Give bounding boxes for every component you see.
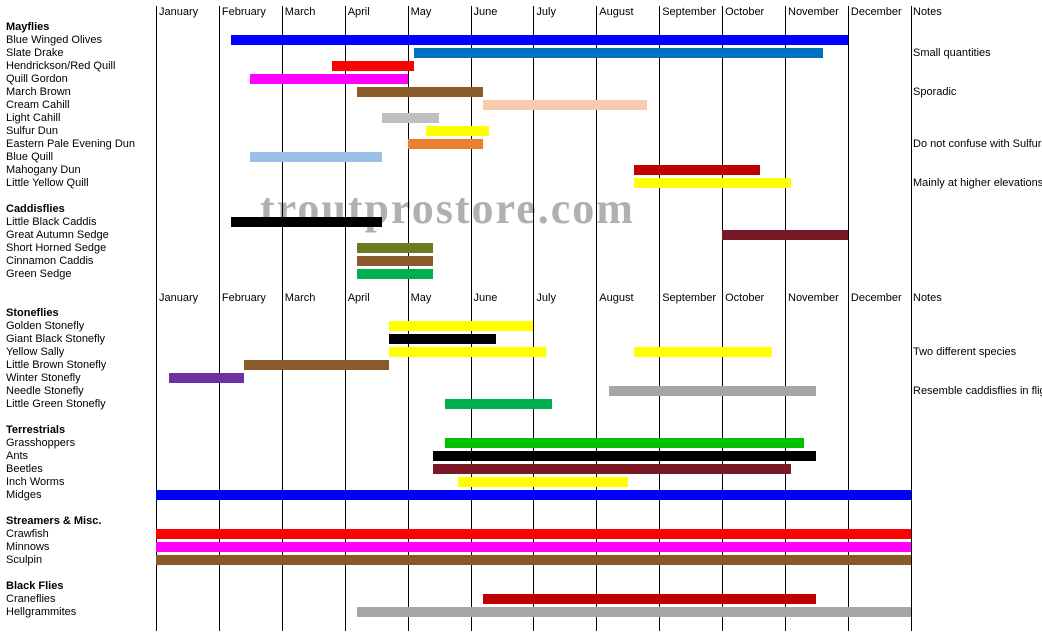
month-header: May	[411, 292, 474, 305]
species-label: Short Horned Sedge	[6, 242, 1036, 255]
hatch-bar	[634, 178, 791, 188]
hatch-bar	[634, 347, 772, 357]
hatch-bar	[433, 451, 817, 461]
month-header: January	[159, 6, 222, 19]
month-header: December	[851, 6, 914, 19]
hatch-bar	[332, 61, 414, 71]
species-note: Two different species	[913, 346, 1042, 359]
species-note: Do not confuse with Sulfurs	[913, 138, 1042, 151]
hatch-bar	[250, 152, 382, 162]
hatch-bar	[389, 321, 534, 331]
hatch-bar	[433, 464, 792, 474]
species-label: Giant Black Stonefly	[6, 333, 1036, 346]
species-label: Great Autumn Sedge	[6, 229, 1036, 242]
month-header: February	[222, 292, 285, 305]
section-header: Mayflies	[6, 21, 1036, 34]
hatch-bar	[250, 74, 407, 84]
month-header: June	[474, 6, 537, 19]
month-header: August	[599, 292, 662, 305]
hatch-bar	[231, 35, 847, 45]
species-label: Winter Stonefly	[6, 372, 1036, 385]
species-label: Hendrickson/Red Quill	[6, 60, 1036, 73]
month-header: May	[411, 6, 474, 19]
month-header: August	[599, 6, 662, 19]
month-header: September	[662, 292, 725, 305]
hatch-bar	[156, 555, 911, 565]
section-header: Terrestrials	[6, 424, 1036, 437]
species-label: Little Black Caddis	[6, 216, 1036, 229]
hatch-bar	[382, 113, 439, 123]
notes-header: Notes	[913, 6, 1042, 19]
month-header: September	[662, 6, 725, 19]
month-header: November	[788, 292, 851, 305]
species-note: Mainly at higher elevations	[913, 177, 1042, 190]
hatch-bar	[357, 243, 432, 253]
species-label: Mahogany Dun	[6, 164, 1036, 177]
hatch-bar	[408, 139, 483, 149]
month-header: February	[222, 6, 285, 19]
hatch-bar	[169, 373, 244, 383]
hatch-bar	[414, 48, 823, 58]
month-header: June	[474, 292, 537, 305]
species-label: Quill Gordon	[6, 73, 1036, 86]
section-header: Caddisflies	[6, 203, 1036, 216]
hatch-bar	[389, 347, 546, 357]
month-header: July	[536, 292, 599, 305]
hatch-bar	[722, 230, 848, 240]
month-header: November	[788, 6, 851, 19]
month-header: April	[348, 6, 411, 19]
hatch-bar	[445, 399, 552, 409]
hatch-bar	[458, 477, 628, 487]
hatch-bar	[357, 256, 432, 266]
hatch-bar	[156, 542, 911, 552]
species-label: Eastern Pale Evening Dun	[6, 138, 1036, 151]
hatch-bar	[445, 438, 804, 448]
section-header: Black Flies	[6, 580, 1036, 593]
month-header: April	[348, 292, 411, 305]
species-label: Cinnamon Caddis	[6, 255, 1036, 268]
section-header: Stoneflies	[6, 307, 1036, 320]
section-header: Streamers & Misc.	[6, 515, 1036, 528]
species-note: Resemble caddisflies in flight	[913, 385, 1042, 398]
month-header: January	[159, 292, 222, 305]
month-header: December	[851, 292, 914, 305]
species-label: Little Brown Stonefly	[6, 359, 1036, 372]
month-header: March	[285, 6, 348, 19]
month-header: October	[725, 292, 788, 305]
hatch-bar	[483, 594, 816, 604]
hatch-bar	[426, 126, 489, 136]
hatch-bar	[156, 490, 911, 500]
species-note: Small quantities	[913, 47, 1042, 60]
species-label: Green Sedge	[6, 268, 1036, 281]
notes-header: Notes	[913, 292, 1042, 305]
month-header: October	[725, 6, 788, 19]
month-header: July	[536, 6, 599, 19]
hatch-bar	[634, 165, 760, 175]
species-note: Sporadic	[913, 86, 1042, 99]
hatch-bar	[357, 269, 432, 279]
species-label: March Brown	[6, 86, 1036, 99]
hatch-bar	[231, 217, 382, 227]
hatch-bar	[389, 334, 496, 344]
species-label: Light Cahill	[6, 112, 1036, 125]
species-label: Blue Quill	[6, 151, 1036, 164]
hatch-chart: troutprostore.com JanuaryFebruaryMarchAp…	[6, 6, 1036, 634]
species-label: Sulfur Dun	[6, 125, 1036, 138]
species-label: Needle Stonefly	[6, 385, 1036, 398]
hatch-bar	[357, 607, 911, 617]
hatch-bar	[244, 360, 389, 370]
month-header: March	[285, 292, 348, 305]
hatch-bar	[156, 529, 911, 539]
species-label: Little Yellow Quill	[6, 177, 1036, 190]
hatch-bar	[357, 87, 483, 97]
hatch-bar	[483, 100, 647, 110]
hatch-bar	[609, 386, 817, 396]
